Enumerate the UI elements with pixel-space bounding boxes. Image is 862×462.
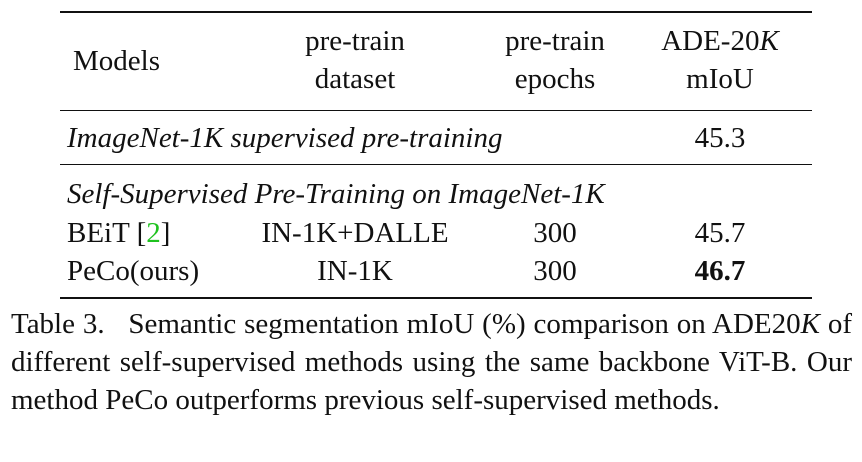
citation-link[interactable]: 2 xyxy=(146,217,161,249)
row-peco-dataset: IN-1K xyxy=(317,255,393,287)
caption-label: Table 3. xyxy=(11,308,105,340)
header-epochs-line2: epochs xyxy=(514,63,596,95)
header-ade-prefix: ADE-20 xyxy=(661,25,760,57)
header-dataset-line2: dataset xyxy=(314,63,396,95)
caption-text-a: Semantic segmentation mIoU (%) compariso… xyxy=(128,308,801,340)
row-beit-dataset: IN-1K+DALLE xyxy=(261,217,449,249)
header-dataset-line1: pre-train xyxy=(305,25,405,57)
section-supervised-miou: 45.3 xyxy=(694,122,746,154)
row-peco-miou: 46.7 xyxy=(694,255,746,287)
citation-open: [ xyxy=(129,217,147,249)
table-top-rule xyxy=(60,11,812,13)
row-peco-epochs: 300 xyxy=(533,255,577,287)
header-ade-var: K xyxy=(759,25,779,57)
row-beit-epochs: 300 xyxy=(533,217,577,249)
header-ade-line1: ADE-20K xyxy=(661,24,779,58)
section-selfsup-label: Self-Supervised Pre-Training on ImageNet… xyxy=(67,178,605,210)
table-bottom-rule xyxy=(60,297,812,299)
header-epochs-line1: pre-train xyxy=(505,25,605,57)
header-rule xyxy=(60,110,812,111)
caption-var: K xyxy=(800,308,820,340)
header-models: Models xyxy=(73,45,160,77)
row-beit-name: BEiT xyxy=(67,217,130,249)
section-rule xyxy=(60,164,812,165)
citation-close: ] xyxy=(160,217,171,249)
header-ade-line2: mIoU xyxy=(686,63,754,95)
row-beit-miou: 45.7 xyxy=(694,217,746,249)
row-beit-model: BEiT [2] xyxy=(67,216,170,250)
caption-text-b: of different self-supervised methods usi… xyxy=(11,308,852,416)
table-caption: Table 3. Semantic segmentation mIoU (%) … xyxy=(11,305,852,419)
row-peco-model: PeCo(ours) xyxy=(67,255,200,287)
section-supervised-label: ImageNet-1K supervised pre-training xyxy=(67,122,503,154)
